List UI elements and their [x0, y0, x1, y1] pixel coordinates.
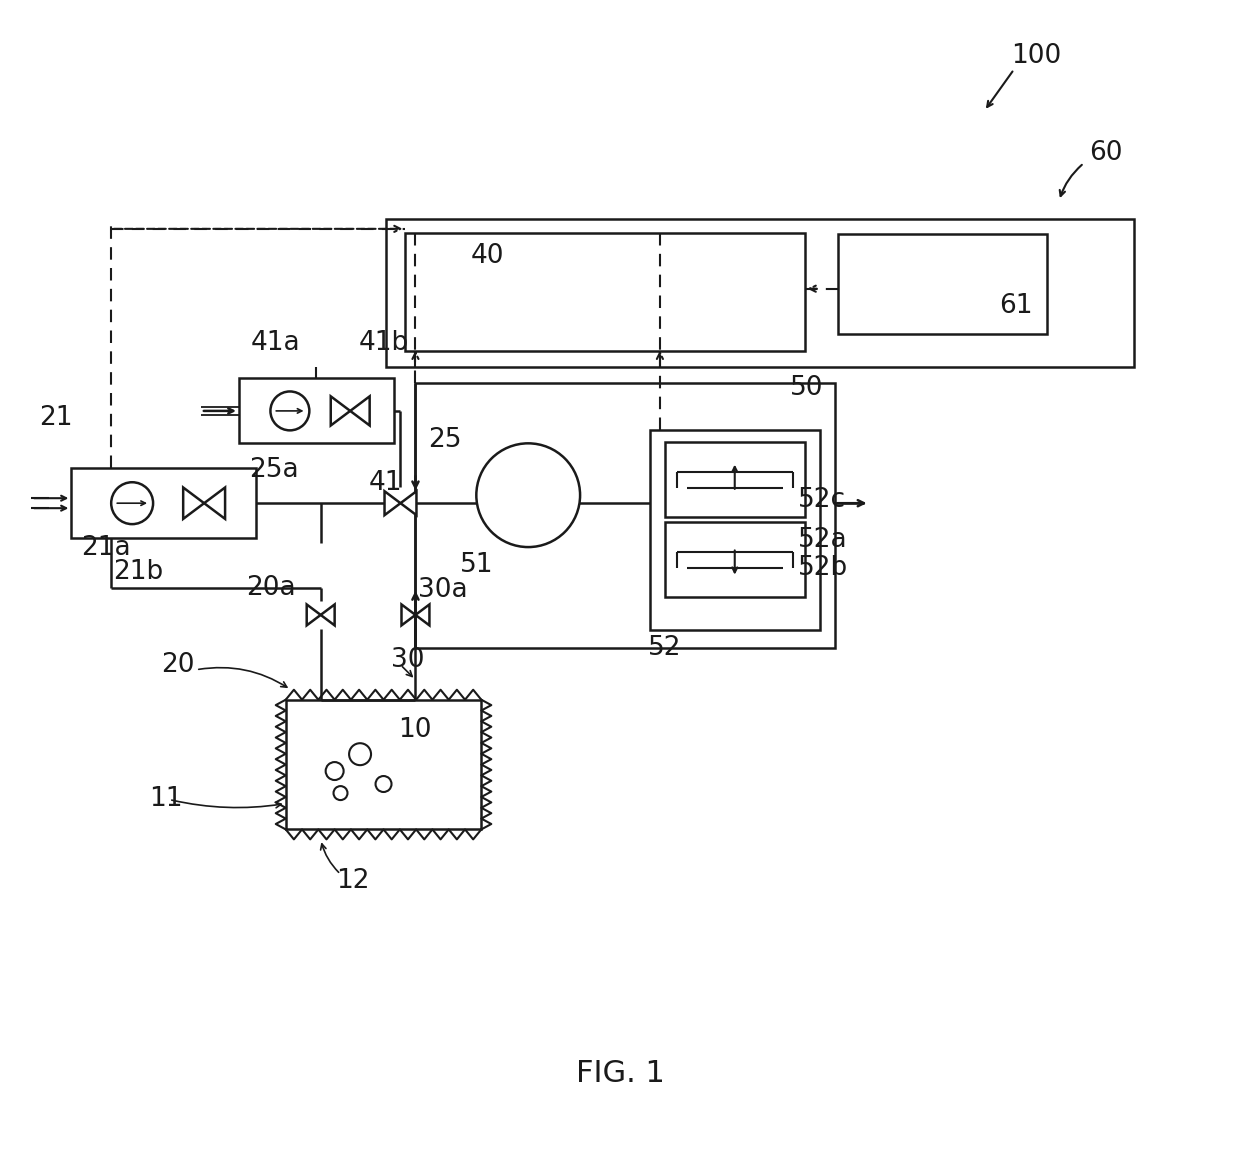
Text: 25: 25: [429, 427, 463, 454]
Text: 25a: 25a: [249, 457, 299, 484]
Text: 41a: 41a: [250, 329, 300, 356]
Text: 41: 41: [368, 470, 402, 497]
Text: 52: 52: [649, 635, 682, 661]
Polygon shape: [184, 487, 205, 519]
Text: 60: 60: [1089, 140, 1122, 166]
Circle shape: [270, 392, 309, 430]
Text: 21: 21: [40, 406, 73, 431]
Polygon shape: [331, 397, 350, 426]
Bar: [650, 430, 820, 630]
Polygon shape: [402, 605, 415, 626]
Bar: [665, 522, 805, 597]
Polygon shape: [205, 487, 226, 519]
Bar: [837, 234, 1047, 334]
Text: 30a: 30a: [418, 577, 467, 602]
Text: 40: 40: [470, 243, 503, 269]
Text: 51: 51: [460, 552, 494, 578]
Text: 12: 12: [336, 869, 370, 894]
Text: 100: 100: [1011, 43, 1061, 70]
Bar: [71, 469, 255, 538]
Bar: [405, 233, 805, 350]
Circle shape: [334, 786, 347, 800]
Bar: [386, 219, 1133, 366]
Polygon shape: [384, 491, 401, 515]
Circle shape: [350, 743, 371, 765]
Bar: [239, 378, 393, 443]
Text: 21a: 21a: [81, 535, 131, 561]
Text: 11: 11: [149, 786, 182, 813]
Bar: [285, 700, 481, 829]
Circle shape: [112, 483, 153, 525]
Circle shape: [326, 762, 343, 780]
Text: 50: 50: [790, 376, 823, 401]
Text: 52c: 52c: [797, 487, 846, 513]
Bar: [415, 384, 835, 648]
Polygon shape: [321, 605, 335, 626]
Text: 30: 30: [391, 647, 424, 673]
Polygon shape: [415, 605, 429, 626]
Text: FIG. 1: FIG. 1: [575, 1059, 665, 1089]
Text: 52a: 52a: [797, 527, 847, 554]
Polygon shape: [306, 605, 321, 626]
Bar: [665, 442, 805, 518]
Text: 52b: 52b: [797, 555, 848, 582]
Polygon shape: [350, 397, 370, 426]
Text: 20a: 20a: [246, 575, 295, 601]
Text: 61: 61: [999, 293, 1033, 319]
Circle shape: [476, 443, 580, 547]
Text: 10: 10: [398, 716, 432, 743]
Polygon shape: [401, 491, 417, 515]
Text: 20: 20: [161, 651, 195, 678]
Text: 21b: 21b: [113, 559, 164, 585]
Text: 41b: 41b: [358, 329, 409, 356]
Circle shape: [376, 776, 392, 792]
